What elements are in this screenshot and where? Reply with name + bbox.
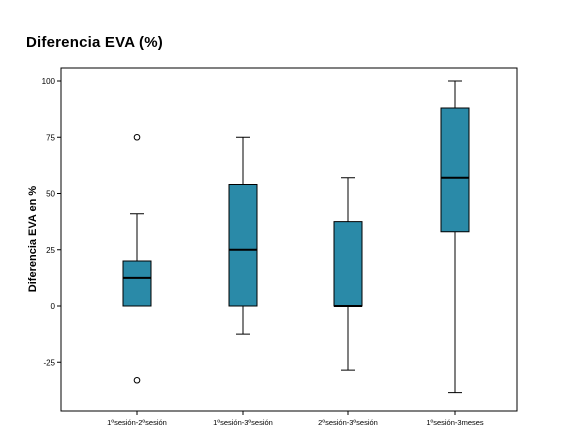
- y-tick-label: 100: [42, 77, 56, 86]
- x-tick-label: 1ºsesión-2ºsesión: [107, 418, 167, 427]
- y-tick-label: 50: [46, 190, 55, 199]
- y-tick-label: 75: [46, 133, 55, 142]
- box-iqr: [122, 260, 152, 307]
- x-tick-label: 2ºsesión-3ºsesión: [318, 418, 378, 427]
- outlier-point: [133, 133, 141, 141]
- box-iqr: [333, 221, 363, 307]
- box-group: [228, 136, 258, 335]
- x-axis: 1ºsesión-2ºsesión 1ºsesión-3ºsesión 2ºsesi…: [107, 411, 484, 427]
- boxes: [122, 80, 470, 394]
- x-tick-label: 1ºsesión-3ºsesión: [213, 418, 273, 427]
- y-axis-title: Diferencia EVA en %: [27, 186, 39, 293]
- box-group: [122, 133, 152, 384]
- box-iqr: [228, 184, 258, 307]
- outlier-point: [133, 376, 141, 384]
- x-tick-label: 1ºsesión-3meses: [426, 418, 484, 427]
- box-group: [333, 177, 363, 371]
- box-group: [440, 80, 470, 394]
- plot-frame: [60, 67, 518, 412]
- chart-title: Diferencia EVA (%): [26, 34, 163, 51]
- box-iqr: [440, 107, 470, 233]
- y-axis: 100 75 50 25 0 -25: [42, 77, 61, 367]
- y-tick-label: -25: [43, 358, 55, 367]
- y-tick-label: 25: [46, 246, 55, 255]
- y-tick-label: 0: [51, 302, 56, 311]
